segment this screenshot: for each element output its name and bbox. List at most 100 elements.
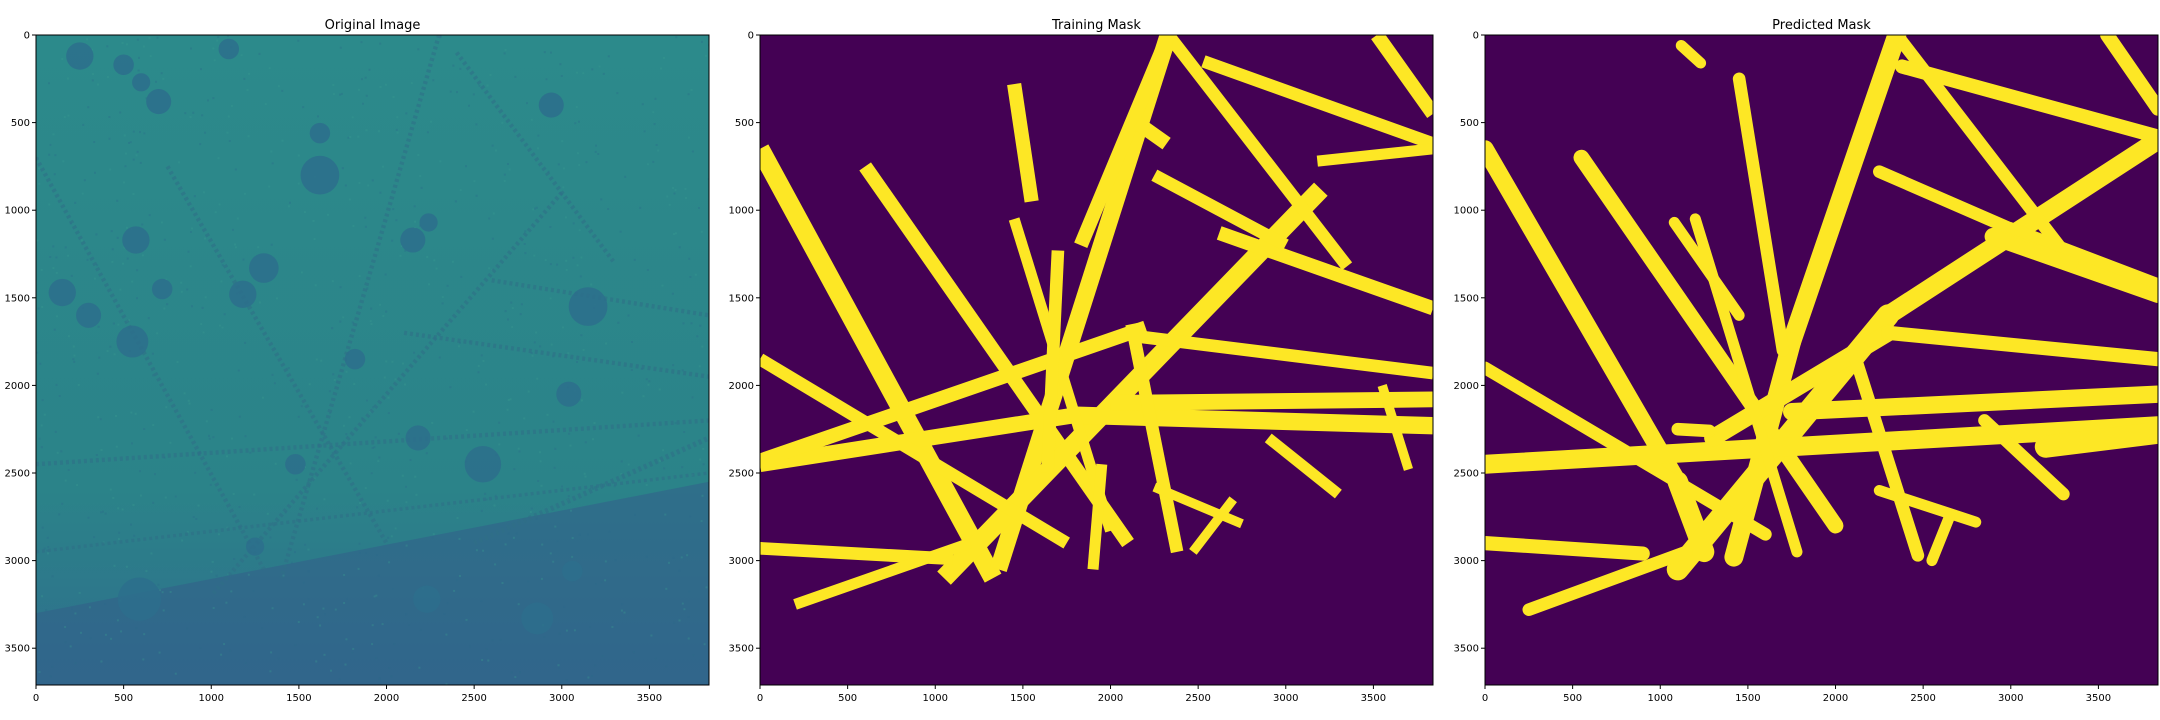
mask-filament (1668, 216, 1745, 321)
particle-blob (400, 227, 426, 253)
particle-blob (229, 280, 257, 308)
panel-title: Training Mask (1051, 18, 1141, 33)
particle-blob (218, 38, 240, 60)
y-tick-label: 500 (735, 118, 754, 129)
filament (36, 471, 709, 554)
particle-blob (146, 89, 172, 115)
particle-blob (556, 381, 582, 407)
x-tick-label: 0 (1482, 693, 1488, 704)
mask-filament (1485, 535, 1650, 561)
mask-filament (1895, 59, 2158, 144)
particle-blob (66, 42, 94, 70)
image-area (1485, 35, 2158, 685)
mask-filament (1041, 250, 1065, 474)
x-tick-label: 500 (114, 693, 133, 704)
mask-filament (1264, 433, 1342, 499)
mask-filament (1074, 35, 1175, 248)
mask-filament (1732, 72, 1790, 357)
x-tick-label: 500 (838, 693, 857, 704)
y-tick-label: 2500 (1454, 469, 1479, 480)
mask-filament (760, 353, 1070, 549)
particle-blob (413, 585, 441, 613)
mask-filament (760, 320, 1148, 468)
y-tick-label: 1000 (729, 206, 754, 217)
x-tick-label: 3500 (2086, 693, 2111, 704)
mask-filament (1671, 422, 1716, 438)
x-tick-label: 3000 (549, 693, 574, 704)
x-tick-label: 2000 (1823, 693, 1848, 704)
x-tick-label: 2500 (1910, 693, 1935, 704)
y-tick-label: 3000 (1454, 556, 1479, 567)
particle-blob (521, 602, 554, 635)
mask-filament (1371, 35, 1433, 118)
mask-filament (1125, 322, 1184, 554)
particle-blob (249, 253, 279, 283)
particle-blob (151, 278, 173, 300)
particle-blob (122, 226, 150, 254)
y-tick-label: 2500 (729, 469, 754, 480)
y-tick-label: 2000 (729, 381, 754, 392)
mask-filament (1522, 545, 1693, 616)
x-tick-label: 1500 (1010, 693, 1035, 704)
x-tick-label: 2500 (461, 693, 486, 704)
y-tick-label: 0 (748, 31, 754, 42)
mask-filament (1377, 383, 1413, 471)
x-tick-label: 0 (33, 693, 39, 704)
particle-blob (538, 92, 564, 118)
particle-blob (117, 577, 162, 621)
particle-blob (344, 348, 366, 370)
x-tick-label: 500 (1563, 693, 1582, 704)
mask-filament (1216, 226, 1433, 316)
particle-blob (309, 122, 331, 144)
filament (454, 51, 617, 265)
mask-filament (1189, 496, 1237, 555)
mask-filament (1675, 39, 1707, 69)
y-tick-label: 0 (1473, 31, 1479, 42)
y-tick-label: 1000 (5, 206, 30, 217)
mask-filament (760, 407, 1077, 473)
mask-filament (1881, 325, 2158, 367)
mask-filament (793, 537, 973, 610)
mask-filament (1008, 217, 1116, 533)
filament (36, 156, 266, 571)
x-tick-label: 2500 (1185, 693, 1210, 704)
mask-filament (1136, 330, 1433, 380)
mask-filament (1087, 463, 1108, 570)
mask-filament (1485, 361, 1772, 541)
rough-region (36, 481, 709, 685)
mask-filament (2100, 35, 2158, 116)
particle-blob (300, 155, 340, 195)
mask-filament (1873, 165, 2035, 243)
particle-blob (76, 302, 102, 328)
mask-filament (1783, 385, 2158, 421)
filament (209, 191, 564, 598)
x-tick-label: 3000 (1273, 693, 1298, 704)
x-tick-label: 1000 (923, 693, 948, 704)
mask-filament (1075, 406, 1433, 435)
mask-filament (2005, 222, 2158, 290)
y-tick-label: 2000 (5, 381, 30, 392)
filament (279, 35, 442, 579)
particle-blob (245, 537, 265, 556)
mask-filament (1782, 35, 1907, 352)
mask-filament (1873, 485, 1982, 528)
y-tick-label: 500 (11, 118, 30, 129)
mask-filament (1151, 169, 1289, 251)
mask-filament (1316, 143, 1433, 167)
panel-predicted-mask: Predicted Mask 0 500 1000 1500 2000 2500 3000 35… (1454, 18, 2159, 704)
panel-title: Original Image (325, 18, 421, 33)
particle-blob (568, 287, 608, 326)
panel-training-mask: Training Mask 0 500 1000 1500 2000 2500 3000 350… (729, 18, 1434, 704)
particle-blob (113, 54, 134, 76)
particle-blob (464, 446, 502, 483)
mask-filament (1978, 414, 2070, 501)
y-tick-label: 3000 (729, 556, 754, 567)
y-tick-label: 3000 (5, 556, 30, 567)
x-tick-label: 1000 (199, 693, 224, 704)
x-tick-label: 2000 (374, 693, 399, 704)
mask-filament (1846, 344, 1925, 562)
panel-original-image: Original Image 0 500 1000 1500 2000 2500 3000 35… (5, 18, 710, 704)
mask-filament (1132, 116, 1171, 150)
particle-blob (419, 213, 438, 232)
